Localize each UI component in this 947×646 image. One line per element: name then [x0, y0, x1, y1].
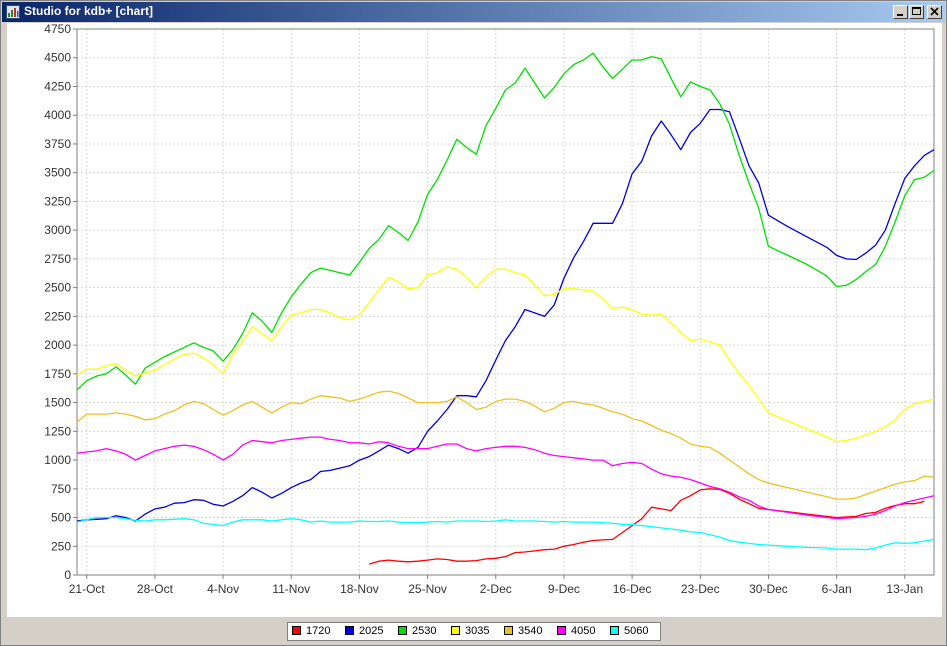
x-tick-label: 25-Nov	[408, 582, 447, 596]
maximize-icon	[912, 7, 921, 15]
legend-swatch	[610, 625, 619, 635]
legend-swatch	[292, 625, 301, 635]
title-bar[interactable]: Studio for kdb+ [chart]	[2, 2, 945, 22]
series-line-2530	[76, 52, 935, 391]
legend-item-2025: 2025	[345, 625, 383, 639]
legend-item-4050: 4050	[557, 625, 595, 639]
series-line-2025	[76, 108, 935, 522]
legend-item-5060: 5060	[610, 625, 648, 639]
line-chart: 0 250 500 750 1000 1250 1500 1750 2000 2250 2500 27…	[44, 22, 935, 596]
x-tick-label: 9-Dec	[548, 582, 580, 596]
legend-label: 3035	[465, 625, 490, 637]
x-tick-label: 18-Nov	[340, 582, 379, 596]
legend-item-3540: 3540	[504, 625, 542, 639]
y-tick-label: 2750	[44, 252, 71, 266]
plot-border	[76, 28, 935, 576]
close-button[interactable]	[927, 5, 942, 19]
x-tick-label: 21-Oct	[69, 582, 106, 596]
y-tick-label: 0	[64, 568, 71, 582]
legend-swatch	[345, 625, 354, 635]
chart-legend: 1720 2025 2530 3035 3540 4050 5060	[287, 622, 661, 641]
y-tick-label: 1500	[44, 396, 71, 410]
legend-item-3035: 3035	[451, 625, 489, 639]
y-tick-label: 2250	[44, 309, 71, 323]
y-tick-label: 3500	[44, 166, 71, 180]
y-tick-label: 750	[51, 482, 71, 496]
x-tick-label: 16-Dec	[613, 582, 652, 596]
legend-label: 4050	[571, 625, 596, 637]
y-tick-label: 4000	[44, 108, 71, 122]
series-line-3540	[76, 390, 935, 500]
legend-swatch	[504, 625, 513, 635]
legend-label: 2025	[359, 625, 384, 637]
y-tick-label: 3250	[44, 194, 71, 208]
legend-label: 3540	[518, 625, 543, 637]
x-tick-label: 4-Nov	[207, 582, 239, 596]
close-icon	[930, 7, 939, 16]
legend-swatch	[398, 625, 407, 635]
x-tick-label: 11-Nov	[272, 582, 310, 596]
kdb-studio-chart-icon	[6, 5, 20, 19]
y-tick-label: 4250	[44, 79, 71, 93]
series-line-4050	[76, 436, 935, 520]
series-line-1720	[369, 488, 925, 565]
legend-swatch	[451, 625, 460, 635]
y-tick-label: 2000	[44, 338, 71, 352]
legend-label: 1720	[306, 625, 331, 637]
legend-item-2530: 2530	[398, 625, 436, 639]
minimize-icon	[897, 14, 903, 16]
x-tick-label: 13-Jan	[886, 582, 923, 596]
legend-label: 2530	[412, 625, 437, 637]
chart-area: 0 250 500 750 1000 1250 1500 1750 2000 2250 2500 27…	[7, 22, 942, 617]
legend-label: 5060	[624, 625, 649, 637]
series-line-3035	[76, 266, 935, 443]
x-tick-label: 30-Dec	[749, 582, 788, 596]
legend-swatch	[557, 625, 566, 635]
maximize-button[interactable]	[909, 5, 924, 19]
window-title: Studio for kdb+ [chart]	[24, 4, 153, 18]
x-tick-label: 6-Jan	[822, 582, 852, 596]
y-tick-label: 1750	[44, 367, 71, 381]
x-tick-label: 2-Dec	[480, 582, 512, 596]
y-tick-label: 1000	[44, 453, 71, 467]
y-tick-label: 3750	[44, 137, 71, 151]
x-tick-label: 23-Dec	[681, 582, 720, 596]
y-tick-label: 1250	[44, 424, 71, 438]
minimize-button[interactable]	[893, 5, 908, 19]
legend-item-1720: 1720	[292, 625, 330, 639]
y-tick-label: 3000	[44, 223, 71, 237]
y-tick-label: 4750	[44, 23, 71, 36]
x-tick-label: 28-Oct	[137, 582, 174, 596]
y-tick-label: 250	[51, 539, 71, 553]
series-line-5060	[76, 516, 935, 551]
y-tick-label: 4500	[44, 51, 71, 65]
y-tick-label: 500	[51, 511, 71, 525]
y-tick-label: 2500	[44, 281, 71, 295]
